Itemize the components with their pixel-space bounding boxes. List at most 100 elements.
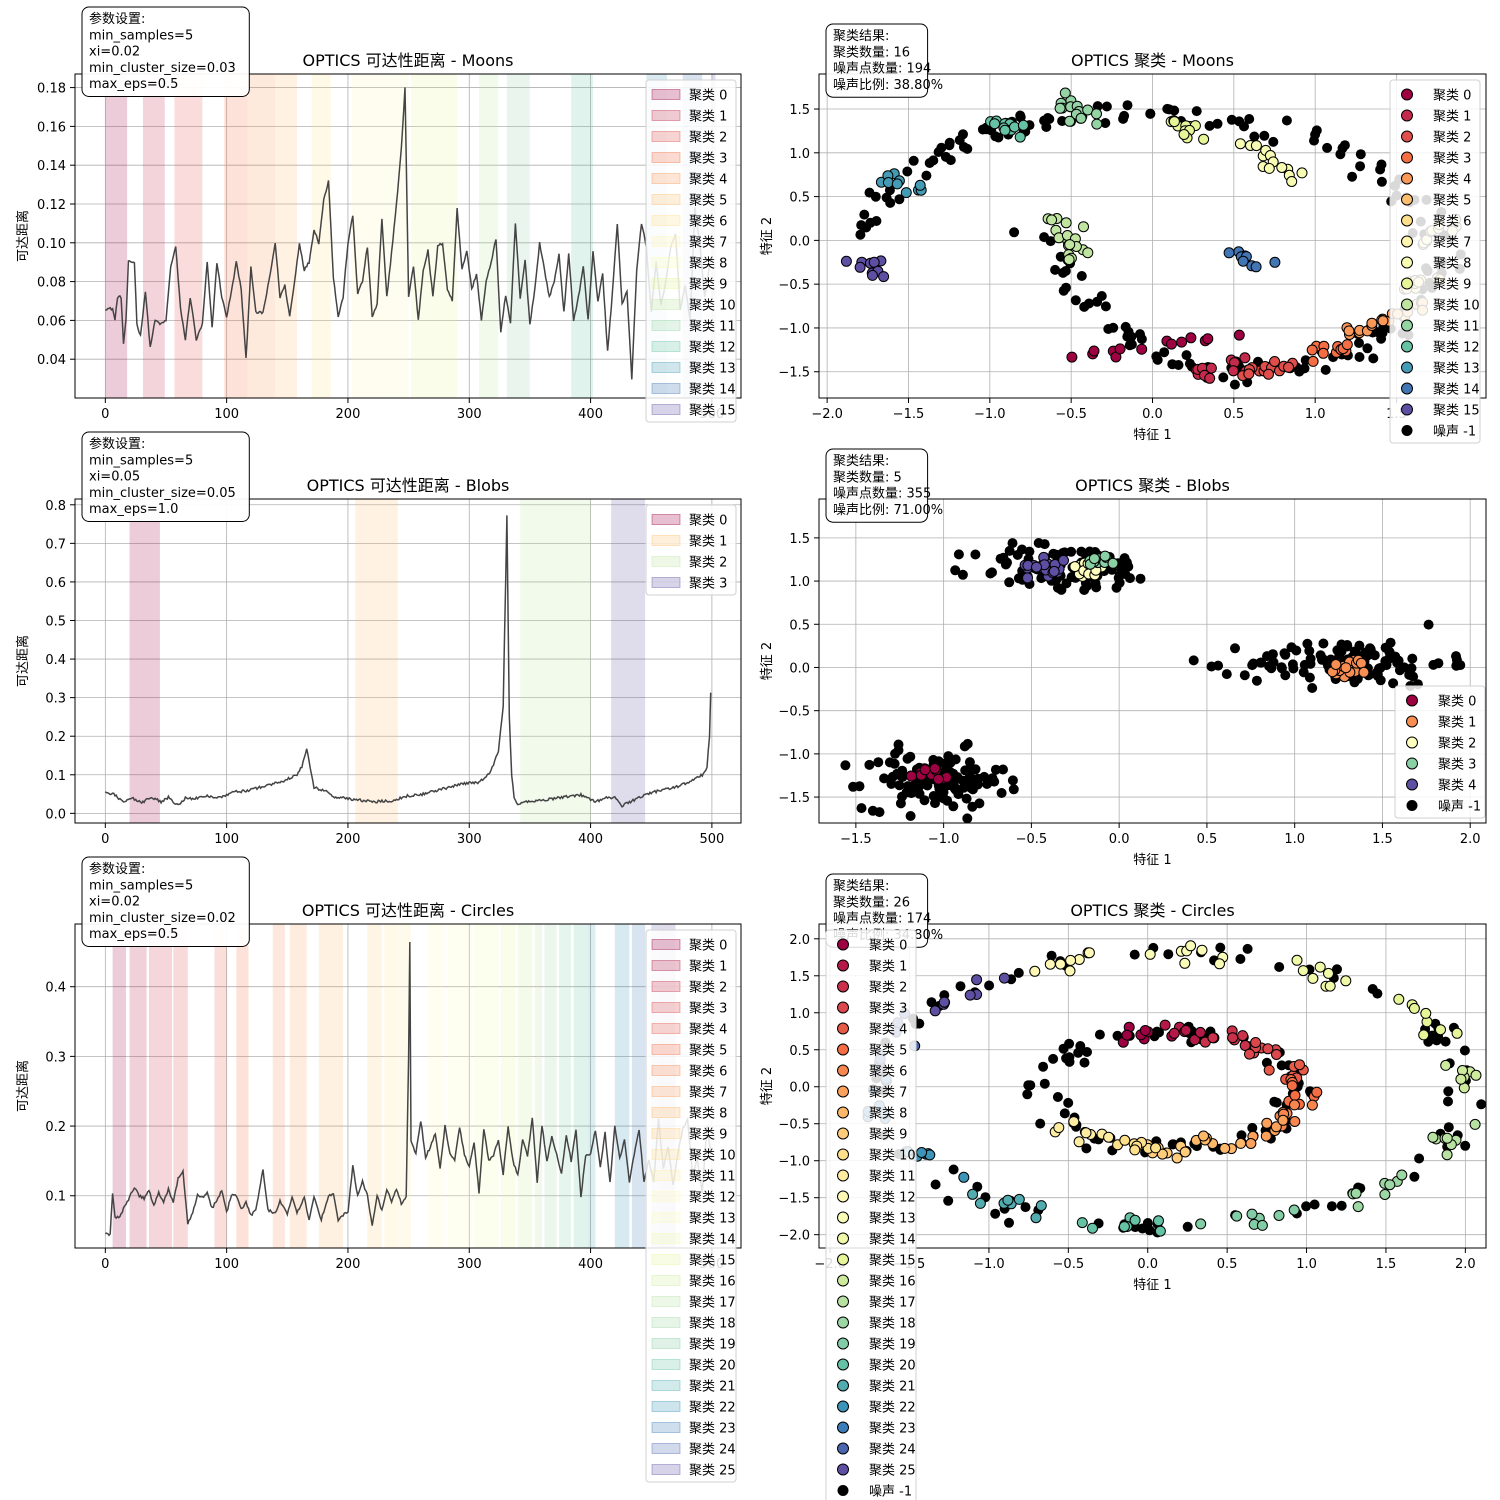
cluster-point xyxy=(1046,214,1058,226)
cluster-point xyxy=(1103,1131,1115,1143)
cluster-band xyxy=(105,74,128,398)
noise-point xyxy=(1004,545,1015,556)
legend-entry-label: 噪声 -1 xyxy=(1438,800,1481,815)
cluster-point xyxy=(1058,554,1069,566)
cluster-point xyxy=(1066,351,1078,363)
cluster-point xyxy=(971,974,983,986)
y-tick-label: 0.8 xyxy=(45,499,66,514)
cluster-point xyxy=(1119,1134,1131,1146)
legend-marker xyxy=(837,1022,849,1035)
noise-point xyxy=(919,795,930,806)
cluster-band xyxy=(588,924,596,1248)
cluster-point xyxy=(1055,958,1066,970)
legend-swatch xyxy=(651,1464,681,1475)
noise-point xyxy=(893,739,904,750)
noise-point xyxy=(930,798,940,809)
noise-point xyxy=(905,811,916,821)
cluster-point xyxy=(1263,1064,1275,1076)
x-tick-label: 0.0 xyxy=(1137,1257,1158,1272)
legend-entry-label: 聚类 3 xyxy=(1433,152,1471,167)
noise-point xyxy=(890,748,901,759)
legend-swatch xyxy=(651,939,681,950)
x-tick-label: 0.5 xyxy=(1223,407,1244,422)
cluster-point xyxy=(1306,1099,1318,1111)
x-tick-label: 1.0 xyxy=(1284,832,1305,847)
legend-entry-label: 聚类 0 xyxy=(689,514,727,529)
noise-point xyxy=(1317,654,1327,665)
legend-swatch xyxy=(651,1401,681,1412)
noise-point xyxy=(1279,648,1290,659)
cluster-band xyxy=(174,74,203,398)
noise-point xyxy=(1215,942,1226,953)
cluster-point xyxy=(974,1197,986,1209)
noise-point xyxy=(1121,557,1132,568)
noise-point xyxy=(1050,264,1061,275)
x-tick-label: 300 xyxy=(457,832,482,847)
info-box-line: min_cluster_size=0.05 xyxy=(89,486,236,501)
cluster-band xyxy=(474,924,499,1248)
legend-entry-label: 聚类 2 xyxy=(689,556,727,571)
legend-swatch xyxy=(651,1107,681,1118)
noise-point xyxy=(1332,964,1342,975)
info-box-line: xi=0.02 xyxy=(89,895,140,910)
cluster-point xyxy=(1227,1032,1239,1044)
noise-point xyxy=(1181,350,1192,361)
info-box-line: 噪声比例: 71.00% xyxy=(833,503,943,518)
noise-point xyxy=(879,773,890,784)
y-tick-label: 1.0 xyxy=(789,1007,810,1022)
legend-entry-label: 聚类 0 xyxy=(689,939,727,954)
x-tick-label: −1.0 xyxy=(974,407,1006,422)
info-box-header: 聚类结果: xyxy=(833,454,889,469)
noise-point xyxy=(955,981,966,992)
legend-marker xyxy=(837,1485,849,1496)
noise-point xyxy=(950,754,961,765)
cluster-point xyxy=(958,1171,970,1183)
cluster-band xyxy=(214,924,227,1248)
cluster-point xyxy=(1379,1189,1391,1200)
cluster-point xyxy=(1340,662,1352,674)
cluster-point xyxy=(1283,361,1294,373)
noise-point xyxy=(1407,653,1418,664)
legend-entry-label: 聚类 10 xyxy=(1433,299,1480,314)
noise-point xyxy=(1347,171,1358,182)
x-tick-label: 100 xyxy=(214,407,239,422)
legend-swatch xyxy=(651,1212,681,1223)
noise-point xyxy=(1433,658,1444,669)
legend-entry-label: 聚类 10 xyxy=(689,1149,736,1164)
cluster-point xyxy=(1286,176,1298,187)
noise-point xyxy=(970,549,981,560)
cluster-point xyxy=(1219,1142,1231,1154)
legend-entry-label: 聚类 13 xyxy=(869,1212,916,1227)
legend-swatch xyxy=(651,1275,681,1286)
noise-point xyxy=(1309,1199,1320,1210)
noise-point xyxy=(1271,1097,1282,1108)
noise-point xyxy=(1081,581,1092,592)
cluster-point xyxy=(1276,162,1288,173)
x-tick-label: 0.0 xyxy=(1109,832,1130,847)
cluster-point xyxy=(878,271,890,283)
cluster-point xyxy=(1269,356,1281,367)
cluster-point xyxy=(1427,1131,1439,1143)
noise-point xyxy=(1476,1099,1487,1110)
cluster-band xyxy=(428,924,445,1248)
cluster-point xyxy=(905,770,917,782)
legend-entry-label: 聚类 12 xyxy=(689,341,736,356)
scatter-points xyxy=(840,538,1466,824)
legend-marker xyxy=(837,1232,849,1245)
y-tick-label: 0.06 xyxy=(37,314,66,329)
cluster-band xyxy=(520,499,591,823)
cluster-point xyxy=(1189,1034,1201,1046)
legend-entry-label: 聚类 0 xyxy=(1433,89,1471,104)
legend-entry-label: 聚类 9 xyxy=(689,278,727,293)
legend-entry-label: 聚类 11 xyxy=(1433,320,1480,335)
y-tick-label: −0.5 xyxy=(778,705,810,720)
cluster-point xyxy=(1366,317,1378,329)
noise-point xyxy=(873,757,884,768)
cluster-point xyxy=(1078,221,1089,233)
noise-point xyxy=(886,778,897,789)
cluster-point xyxy=(1088,553,1100,565)
noise-point xyxy=(1392,657,1403,668)
noise-point xyxy=(998,764,1008,775)
